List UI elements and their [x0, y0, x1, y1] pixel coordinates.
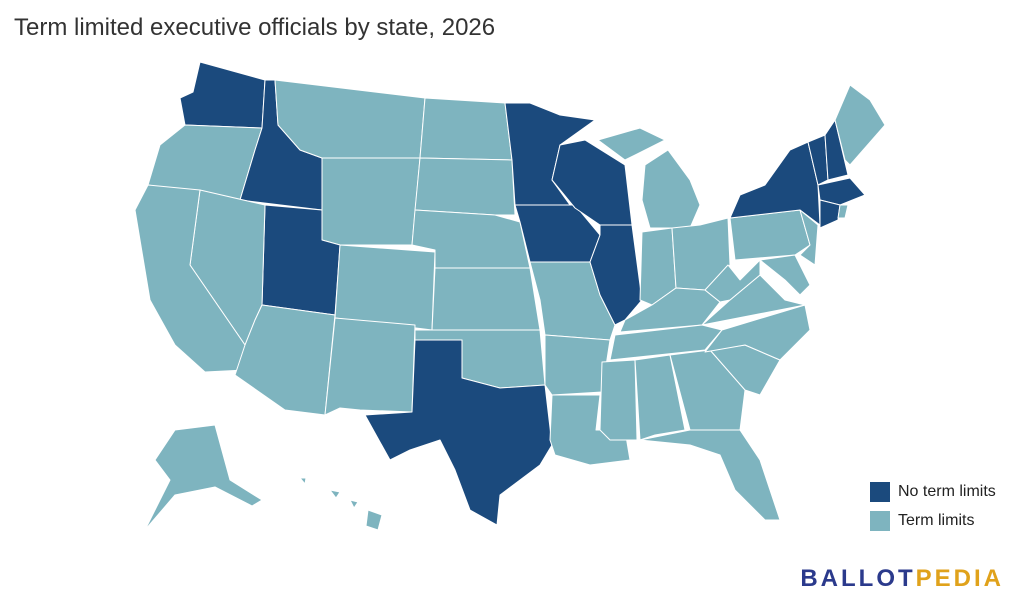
- state: [729, 141, 821, 226]
- legend-item: Term limits: [870, 511, 974, 531]
- legend-label: Term limits: [898, 512, 975, 529]
- state: [334, 244, 436, 331]
- state: [299, 477, 307, 485]
- state: [729, 209, 811, 261]
- state: [324, 317, 416, 416]
- state: [321, 157, 421, 246]
- state: [819, 199, 841, 229]
- state: [544, 334, 611, 396]
- state: [179, 61, 266, 129]
- state: [329, 489, 341, 499]
- state: [365, 509, 383, 531]
- legend-swatch: [870, 482, 890, 502]
- state: [599, 359, 638, 441]
- legend-item: No term limits: [870, 482, 996, 502]
- state: [799, 209, 819, 266]
- state: [701, 274, 806, 326]
- state: [669, 349, 746, 431]
- state: [414, 157, 516, 216]
- logo-part: PEDIA: [915, 565, 1004, 592]
- state: [364, 339, 553, 526]
- state: [431, 267, 541, 331]
- state: [817, 177, 866, 206]
- state: [759, 254, 811, 296]
- state: [349, 499, 359, 509]
- state: [274, 79, 426, 159]
- state: [419, 97, 513, 161]
- logo: BALLOTPEDIA: [800, 565, 1004, 593]
- state: [634, 354, 686, 441]
- state: [134, 184, 246, 373]
- state: [837, 204, 849, 219]
- state: [609, 324, 723, 361]
- states: [134, 61, 886, 531]
- legend-label: No term limits: [898, 483, 996, 500]
- state: [144, 424, 263, 531]
- state: [597, 127, 666, 161]
- state: [704, 259, 761, 303]
- state: [549, 394, 631, 466]
- state: [641, 149, 701, 229]
- state: [834, 84, 886, 166]
- logo-part: BALLOT: [800, 565, 916, 592]
- state: [639, 429, 781, 521]
- state: [824, 119, 849, 181]
- title: Term limited executive officials by stat…: [14, 14, 496, 41]
- state: [589, 224, 643, 326]
- legend-swatch: [870, 511, 890, 531]
